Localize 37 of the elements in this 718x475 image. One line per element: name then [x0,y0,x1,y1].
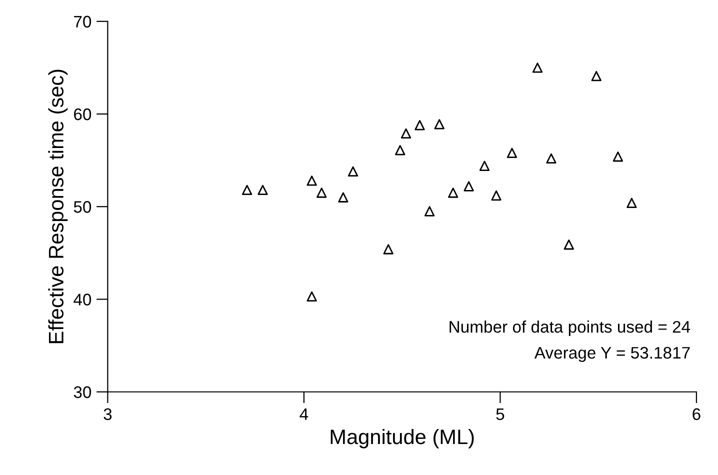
y-tick-label: 40 [74,294,92,306]
x-tick-label: 6 [692,408,700,420]
y-tick-label: 30 [74,386,92,398]
point [424,206,435,216]
x-axis-title: Magnitude (ML) [330,428,474,448]
y-tick-label: 60 [74,108,92,120]
point [258,184,268,196]
point [383,244,394,254]
point [464,181,474,192]
point [400,128,412,139]
annotation: Average Y = 53.1817 [534,346,690,362]
point [306,176,317,186]
y-tick-label: 50 [74,201,92,213]
point [242,184,252,196]
point [612,152,624,162]
x-tick-label: 4 [300,408,308,420]
point [348,166,358,177]
point [626,198,637,208]
x-tick-label: 5 [496,408,504,420]
point [448,188,458,198]
y-tick-label: 70 [74,16,92,28]
point [479,160,490,171]
point [338,192,348,202]
point [434,119,444,130]
x-tick-label: 3 [104,408,112,420]
point [316,188,327,198]
point [306,291,317,302]
annotation: Number of data points used = 24 [450,320,690,336]
point [532,62,543,73]
point [491,190,502,201]
point [591,70,602,82]
point [414,120,425,130]
point [506,148,518,158]
point [546,153,556,164]
point [395,145,406,156]
y-axis-title: Effective Response time (sec) [48,70,68,344]
point [564,240,574,250]
